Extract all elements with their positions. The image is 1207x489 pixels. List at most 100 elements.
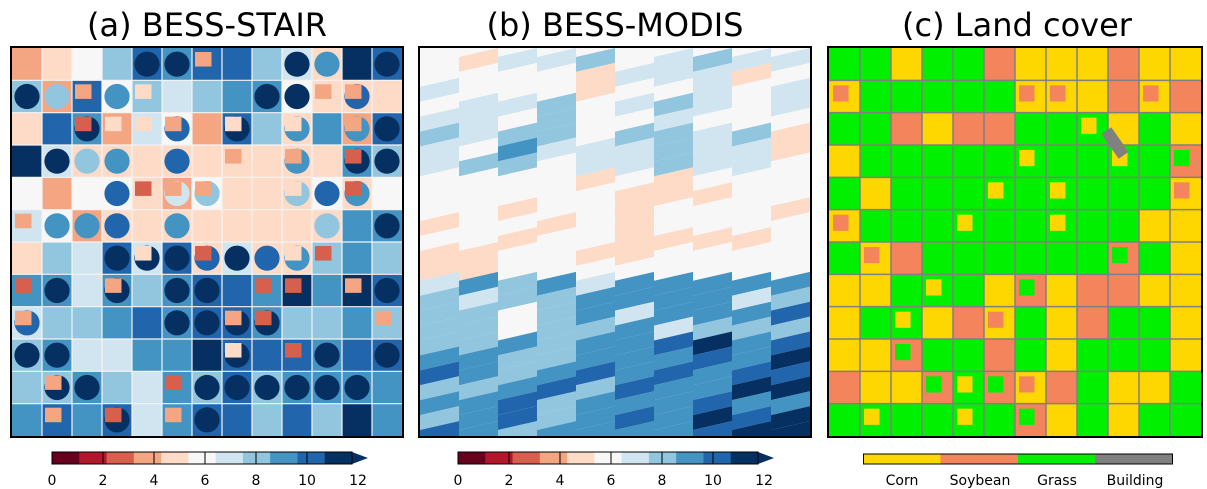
modis-pixel bbox=[498, 286, 537, 311]
land-cover-cell bbox=[1046, 242, 1078, 275]
modis-pixel bbox=[732, 212, 771, 237]
field-cell bbox=[192, 242, 223, 275]
field-cell bbox=[282, 339, 313, 372]
modis-pixel bbox=[732, 271, 771, 296]
modis-pixel bbox=[537, 346, 576, 371]
field-cell bbox=[252, 274, 283, 308]
land-cover-cell bbox=[953, 48, 985, 81]
field-cell bbox=[192, 306, 223, 340]
modis-pixel bbox=[537, 182, 576, 207]
modis-pixel bbox=[615, 227, 654, 251]
modis-pixel bbox=[693, 301, 732, 326]
field-cell bbox=[282, 80, 313, 114]
modis-pixel bbox=[732, 137, 771, 162]
field-cell bbox=[42, 306, 73, 340]
land-cover-cell bbox=[922, 145, 954, 178]
land-cover-cell bbox=[1139, 339, 1171, 372]
field-cell bbox=[132, 274, 163, 308]
land-cover-cell bbox=[1108, 306, 1140, 340]
land-cover-cell bbox=[860, 274, 892, 308]
modis-pixel bbox=[771, 77, 810, 102]
field-cell bbox=[372, 177, 402, 211]
field-cell bbox=[372, 242, 402, 275]
modis-pixel bbox=[459, 391, 498, 416]
field-cell bbox=[102, 48, 133, 81]
colorbar-swatch bbox=[52, 452, 80, 464]
modis-pixel bbox=[420, 361, 459, 386]
modis-pixel bbox=[537, 376, 576, 401]
modis-pixel bbox=[576, 197, 615, 222]
modis-pixel bbox=[537, 406, 576, 431]
land-cover-cell bbox=[984, 112, 1016, 146]
modis-pixel bbox=[420, 137, 459, 162]
field-cell bbox=[162, 339, 193, 372]
field-cell bbox=[72, 371, 103, 405]
land-cover-cell bbox=[1077, 371, 1109, 405]
modis-pixel bbox=[459, 301, 498, 326]
land-cover-cell bbox=[1015, 177, 1047, 211]
land-cover-cell bbox=[891, 48, 923, 81]
land-cover-cell bbox=[1170, 274, 1201, 308]
modis-pixel bbox=[576, 182, 615, 207]
modis-pixel bbox=[420, 227, 459, 251]
land-cover-patch bbox=[864, 247, 880, 264]
colorbar-swatch bbox=[730, 452, 759, 464]
modis-pixel bbox=[771, 316, 810, 341]
modis-pixel bbox=[459, 376, 498, 401]
colorbar-tick: 0 bbox=[453, 473, 463, 489]
modis-pixel bbox=[693, 122, 732, 147]
colorbar-swatch bbox=[106, 452, 135, 464]
field-cell bbox=[42, 145, 73, 178]
land-cover-cell bbox=[1108, 48, 1140, 81]
modis-pixel bbox=[498, 271, 537, 296]
field-cell bbox=[342, 242, 373, 275]
land-cover-cell bbox=[1077, 274, 1109, 308]
land-cover-cell bbox=[953, 112, 985, 146]
land-cover-patch bbox=[1050, 182, 1066, 199]
colorbar bbox=[51, 450, 370, 466]
field-cell bbox=[282, 371, 313, 405]
modis-pixel bbox=[771, 62, 810, 87]
field-cell bbox=[102, 403, 133, 436]
field-cell bbox=[222, 339, 253, 372]
modis-pixel bbox=[537, 122, 576, 147]
modis-pixel bbox=[498, 421, 537, 436]
field-cell bbox=[12, 339, 43, 372]
modis-pixel bbox=[420, 197, 459, 222]
modis-pixel bbox=[576, 167, 615, 192]
modis-pixel bbox=[459, 421, 498, 436]
modis-pixel bbox=[576, 212, 615, 237]
legend-outline bbox=[863, 453, 1173, 465]
modis-pixel bbox=[420, 421, 459, 436]
field-cell bbox=[252, 177, 283, 211]
modis-pixel bbox=[537, 212, 576, 237]
field-cell bbox=[192, 145, 223, 178]
land-cover-cell bbox=[860, 339, 892, 372]
field-cell bbox=[42, 339, 73, 372]
field-cell bbox=[312, 80, 343, 114]
modis-pixel bbox=[420, 376, 459, 401]
modis-pixel bbox=[420, 271, 459, 296]
colorbar-swatch bbox=[79, 452, 108, 464]
land-cover-cell bbox=[891, 145, 923, 178]
panel-title: (b) BESS-MODIS bbox=[486, 6, 744, 44]
colorbar-tick: 0 bbox=[47, 473, 57, 489]
modis-pixel bbox=[420, 182, 459, 207]
field-cell bbox=[162, 306, 193, 340]
modis-pixel bbox=[459, 48, 498, 72]
colorbar-tick: 12 bbox=[755, 473, 773, 489]
modis-pixel bbox=[732, 167, 771, 192]
field-cell bbox=[222, 48, 253, 81]
land-cover-cell bbox=[829, 48, 861, 81]
field-cell bbox=[12, 403, 43, 436]
field-cell bbox=[222, 274, 253, 308]
modis-pixel bbox=[654, 152, 693, 177]
land-cover-cell bbox=[860, 80, 892, 114]
field-cell bbox=[72, 339, 103, 372]
field-cell bbox=[102, 339, 133, 372]
land-cover-cell bbox=[891, 274, 923, 308]
modis-pixel bbox=[693, 331, 732, 356]
modis-pixel bbox=[459, 107, 498, 132]
modis-pixel bbox=[576, 331, 615, 356]
field-cell bbox=[372, 209, 402, 243]
